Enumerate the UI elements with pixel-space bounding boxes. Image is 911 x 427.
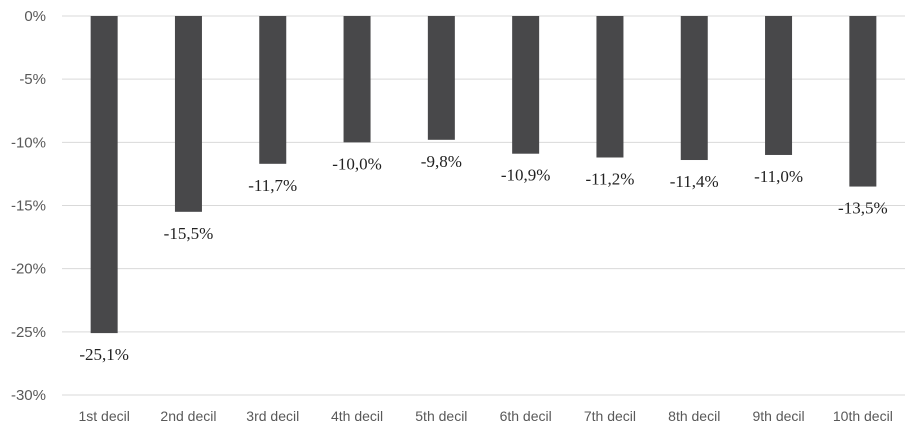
bar	[174, 16, 202, 212]
y-tick-label: -15%	[11, 198, 46, 215]
y-axis: 0% -5% -10% -15% -20% -25% -30%	[11, 8, 46, 404]
data-label: -11,4%	[670, 172, 719, 191]
bar	[596, 16, 624, 158]
data-label: -10,9%	[501, 166, 551, 185]
x-tick-label: 2nd decil	[160, 408, 216, 424]
y-tick-label: -5%	[19, 71, 46, 88]
x-tick-label: 6th decil	[500, 408, 552, 424]
bars	[90, 16, 877, 334]
data-label: -25,1%	[79, 345, 129, 364]
y-tick-label: -10%	[11, 134, 46, 151]
data-label: -15,5%	[164, 224, 214, 243]
bar	[680, 16, 708, 161]
x-tick-label: 9th decil	[752, 408, 804, 424]
x-tick-label: 10th decil	[833, 408, 893, 424]
bar	[427, 16, 455, 140]
bar	[765, 16, 793, 155]
x-tick-label: 3rd decil	[246, 408, 299, 424]
x-tick-label: 4th decil	[331, 408, 383, 424]
y-tick-label: -20%	[11, 261, 46, 278]
bar	[849, 16, 877, 187]
data-label: -11,7%	[248, 176, 297, 195]
y-tick-label: -30%	[11, 387, 46, 404]
bar	[512, 16, 540, 154]
gridlines	[62, 15, 905, 396]
data-label: -10,0%	[332, 154, 382, 173]
data-label: -11,0%	[754, 167, 803, 186]
x-axis: 1st decil 2nd decil 3rd decil 4th decil 5th …	[78, 408, 892, 424]
data-labels: -25,1% -15,5% -11,7% -10,0% -9,8% -10,9% -11,2…	[79, 152, 887, 364]
data-label: -11,2%	[585, 169, 634, 188]
x-tick-label: 8th decil	[668, 408, 720, 424]
x-tick-label: 7th decil	[584, 408, 636, 424]
x-tick-label: 1st decil	[78, 408, 129, 424]
y-tick-label: -25%	[11, 324, 46, 341]
bar	[90, 16, 118, 334]
data-label: -9,8%	[421, 152, 462, 171]
y-tick-label: 0%	[24, 8, 46, 25]
bar	[259, 16, 287, 164]
x-tick-label: 5th decil	[415, 408, 467, 424]
data-label: -13,5%	[838, 199, 888, 218]
bar	[343, 16, 371, 143]
